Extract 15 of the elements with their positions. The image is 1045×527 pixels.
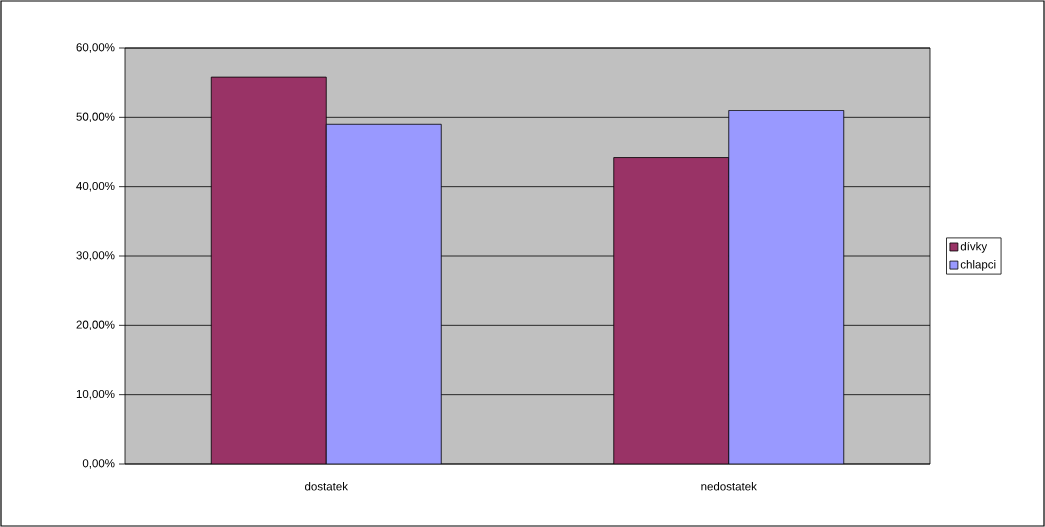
bar [325,123,442,464]
y-tick-label: 40,00% [76,181,115,192]
legend-label: chlapci [960,260,996,271]
bar [613,157,730,464]
legend-label: dívky [960,241,988,253]
y-tick-label: 30,00% [76,251,115,261]
y-tick-label: 20,00% [76,320,115,331]
y-tick-label: 50,00% [76,112,115,123]
x-tick-label: dostatek [305,482,348,491]
y-tick-label: 60,00% [76,43,115,53]
x-tick-label: nedostatek [701,482,757,491]
y-tick-label: 0,00% [82,459,115,469]
bar [728,110,845,464]
y-tick-label: 10,00% [76,389,115,400]
bar [210,76,327,464]
